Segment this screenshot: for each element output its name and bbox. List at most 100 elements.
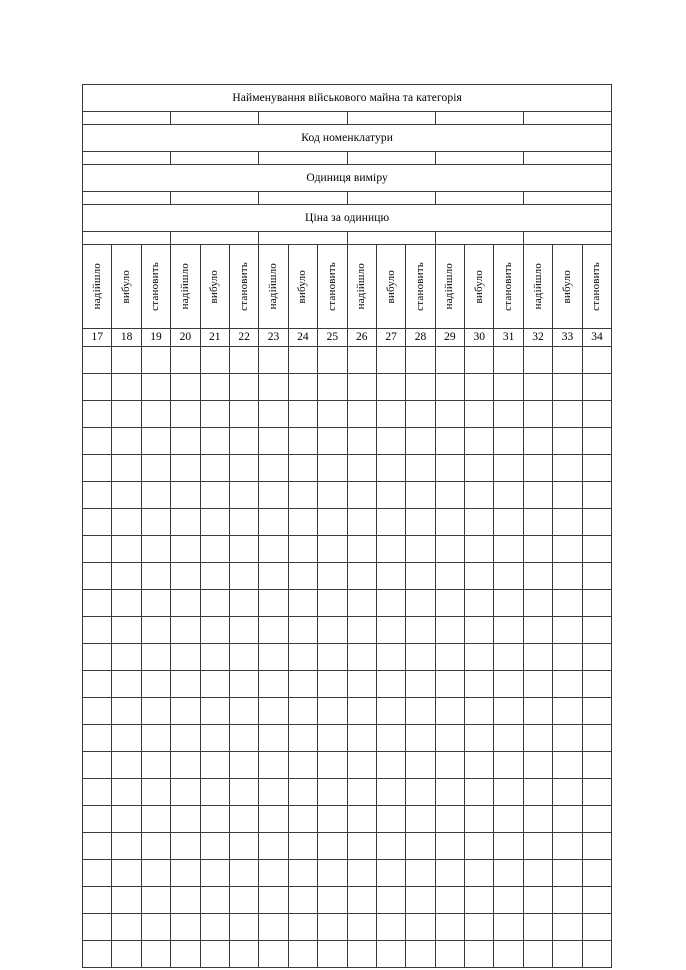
data-cell[interactable]	[81, 400, 113, 428]
data-cell[interactable]	[493, 535, 524, 563]
data-cell[interactable]	[552, 427, 583, 455]
data-cell[interactable]	[140, 427, 172, 455]
data-cell[interactable]	[140, 616, 172, 644]
data-cell[interactable]	[199, 940, 230, 968]
data-cell[interactable]	[581, 751, 613, 779]
data-cell[interactable]	[228, 562, 260, 590]
data-cell[interactable]	[346, 859, 377, 887]
data-cell[interactable]	[317, 427, 348, 455]
data-cell[interactable]	[258, 535, 289, 563]
data-cell[interactable]	[317, 859, 348, 887]
data-cell[interactable]	[317, 400, 348, 428]
data-cell[interactable]	[199, 832, 230, 860]
data-cell[interactable]	[375, 481, 407, 509]
blank-field-1-3[interactable]	[258, 111, 348, 125]
data-cell[interactable]	[140, 508, 172, 536]
data-cell[interactable]	[170, 346, 201, 374]
data-cell[interactable]	[199, 616, 230, 644]
data-cell[interactable]	[346, 562, 377, 590]
blank-field-4-4[interactable]	[346, 231, 436, 245]
data-cell[interactable]	[346, 751, 377, 779]
data-cell[interactable]	[228, 940, 260, 968]
data-cell[interactable]	[522, 670, 554, 698]
data-cell[interactable]	[111, 886, 142, 914]
data-cell[interactable]	[522, 724, 554, 752]
data-cell[interactable]	[434, 346, 466, 374]
data-cell[interactable]	[170, 535, 201, 563]
data-cell[interactable]	[317, 832, 348, 860]
data-cell[interactable]	[258, 940, 289, 968]
data-cell[interactable]	[228, 346, 260, 374]
data-cell[interactable]	[552, 778, 583, 806]
data-cell[interactable]	[375, 346, 407, 374]
blank-field-4-5[interactable]	[434, 231, 524, 245]
data-cell[interactable]	[258, 589, 289, 617]
data-cell[interactable]	[287, 508, 319, 536]
data-cell[interactable]	[405, 508, 436, 536]
data-cell[interactable]	[170, 913, 201, 941]
data-cell[interactable]	[258, 832, 289, 860]
data-cell[interactable]	[258, 751, 289, 779]
data-cell[interactable]	[111, 913, 142, 941]
data-cell[interactable]	[581, 913, 613, 941]
data-cell[interactable]	[317, 373, 348, 401]
data-cell[interactable]	[199, 373, 230, 401]
data-cell[interactable]	[581, 427, 613, 455]
data-cell[interactable]	[434, 643, 466, 671]
data-cell[interactable]	[111, 589, 142, 617]
data-cell[interactable]	[81, 616, 113, 644]
data-cell[interactable]	[258, 697, 289, 725]
data-cell[interactable]	[111, 724, 142, 752]
data-cell[interactable]	[581, 373, 613, 401]
data-cell[interactable]	[287, 724, 319, 752]
blank-field-3-4[interactable]	[346, 191, 436, 205]
data-cell[interactable]	[170, 940, 201, 968]
data-cell[interactable]	[170, 805, 201, 833]
data-cell[interactable]	[111, 697, 142, 725]
data-cell[interactable]	[464, 778, 495, 806]
data-cell[interactable]	[199, 643, 230, 671]
data-cell[interactable]	[434, 859, 466, 887]
data-cell[interactable]	[140, 832, 172, 860]
data-cell[interactable]	[111, 859, 142, 887]
data-cell[interactable]	[287, 940, 319, 968]
data-cell[interactable]	[228, 427, 260, 455]
data-cell[interactable]	[434, 535, 466, 563]
data-cell[interactable]	[228, 832, 260, 860]
data-cell[interactable]	[346, 832, 377, 860]
data-cell[interactable]	[581, 778, 613, 806]
data-cell[interactable]	[493, 751, 524, 779]
blank-field-4-6[interactable]	[522, 231, 613, 245]
blank-field-4-3[interactable]	[258, 231, 348, 245]
data-cell[interactable]	[258, 427, 289, 455]
data-cell[interactable]	[493, 778, 524, 806]
data-cell[interactable]	[375, 859, 407, 887]
data-cell[interactable]	[140, 778, 172, 806]
data-cell[interactable]	[493, 481, 524, 509]
data-cell[interactable]	[287, 832, 319, 860]
data-cell[interactable]	[199, 427, 230, 455]
data-cell[interactable]	[317, 724, 348, 752]
data-cell[interactable]	[464, 346, 495, 374]
data-cell[interactable]	[199, 697, 230, 725]
data-cell[interactable]	[170, 643, 201, 671]
data-cell[interactable]	[522, 346, 554, 374]
data-cell[interactable]	[346, 373, 377, 401]
data-cell[interactable]	[317, 616, 348, 644]
blank-field-4-2[interactable]	[170, 231, 260, 245]
data-cell[interactable]	[405, 589, 436, 617]
data-cell[interactable]	[552, 562, 583, 590]
data-cell[interactable]	[199, 778, 230, 806]
data-cell[interactable]	[111, 454, 142, 482]
data-cell[interactable]	[140, 643, 172, 671]
data-cell[interactable]	[170, 616, 201, 644]
blank-field-2-6[interactable]	[522, 151, 613, 165]
data-cell[interactable]	[434, 724, 466, 752]
data-cell[interactable]	[81, 859, 113, 887]
data-cell[interactable]	[464, 805, 495, 833]
data-cell[interactable]	[287, 751, 319, 779]
data-cell[interactable]	[375, 535, 407, 563]
data-cell[interactable]	[317, 481, 348, 509]
data-cell[interactable]	[405, 535, 436, 563]
data-cell[interactable]	[434, 913, 466, 941]
